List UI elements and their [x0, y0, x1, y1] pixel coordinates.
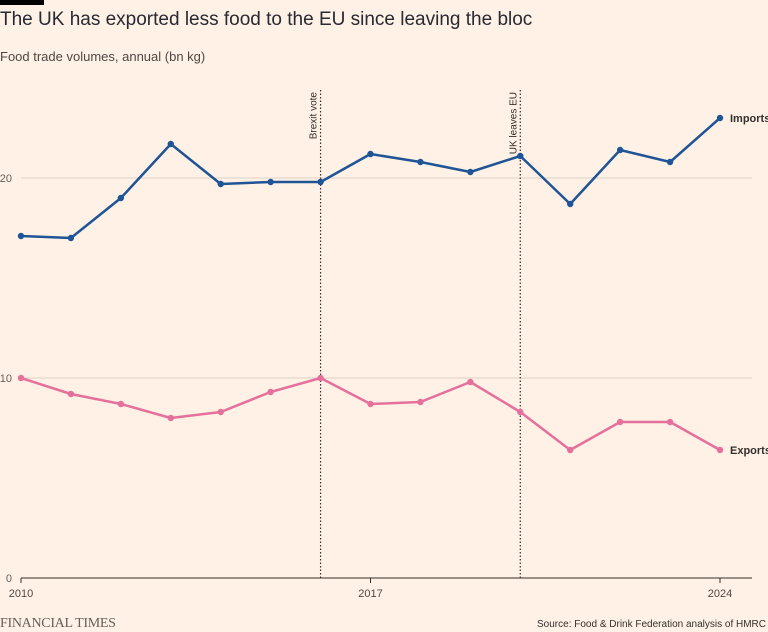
imports-point — [217, 180, 224, 188]
imports-point — [666, 158, 674, 166]
y-tick-label: 0 — [6, 573, 12, 585]
exports-point — [267, 388, 274, 396]
imports-point — [67, 234, 75, 242]
grid-lines — [21, 177, 752, 379]
exports-point — [666, 418, 674, 426]
exports-point — [417, 398, 424, 406]
source-note: Source: Food & Drink Federation analysis… — [537, 619, 766, 630]
imports-point — [17, 232, 25, 240]
y-tick-label: 10 — [0, 373, 12, 385]
x-tick-label: 2010 — [9, 588, 33, 600]
ft-logo: FINANCIAL TIMES — [0, 616, 116, 631]
exports-point — [217, 408, 224, 416]
annotation-label: UK leaves EU — [508, 92, 519, 154]
ft-topbar — [0, 0, 44, 5]
imports-point — [317, 178, 324, 186]
imports-point — [417, 158, 424, 166]
imports-point — [517, 152, 524, 160]
x-tick-label: 2017 — [358, 588, 382, 600]
chart-title: The UK has exported less food to the EU … — [0, 9, 533, 30]
exports-point — [317, 374, 324, 382]
exports-point — [716, 446, 724, 454]
imports-point — [467, 168, 474, 176]
imports-point — [117, 194, 125, 202]
annotation-label: Brexit vote — [309, 92, 320, 140]
imports-point — [567, 200, 574, 208]
series: Imports Exports — [17, 113, 768, 457]
exports-point — [117, 400, 125, 408]
chart-subtitle: Food trade volumes, annual (bn kg) — [0, 49, 206, 64]
exports-point — [467, 378, 474, 386]
imports-point — [267, 178, 274, 186]
event-annotations: Brexit vote UK leaves EU — [309, 90, 521, 578]
imports-point — [367, 150, 374, 158]
exports-point — [67, 390, 75, 398]
exports-point — [616, 418, 624, 426]
x-tick-label: 2024 — [708, 588, 732, 600]
imports-point — [616, 146, 624, 154]
axes: 0 10 20 2010 2017 2024 — [0, 173, 752, 600]
exports-point — [17, 374, 25, 382]
exports-line — [20, 376, 721, 452]
exports-point — [517, 408, 524, 416]
exports-legend-label: Exports — [730, 445, 768, 457]
exports-point — [367, 400, 374, 408]
exports-point — [167, 414, 174, 422]
imports-point — [167, 140, 174, 148]
imports-point — [716, 114, 724, 122]
imports-legend-label: Imports — [730, 113, 768, 125]
y-tick-label: 20 — [0, 173, 12, 185]
exports-point — [567, 446, 574, 454]
